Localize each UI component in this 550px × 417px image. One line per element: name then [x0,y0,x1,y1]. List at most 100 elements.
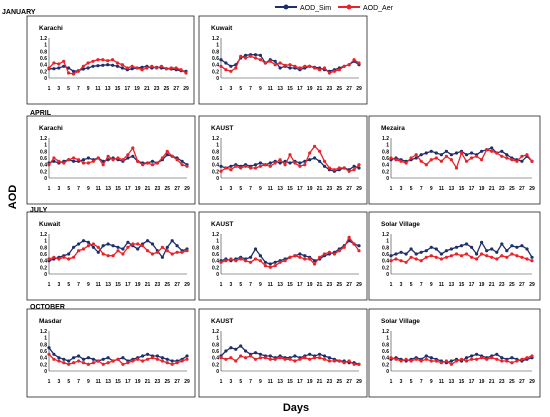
data-point-aod-sim [91,64,95,68]
x-tick-label: 15 [459,186,465,192]
data-point-aod-aer [131,146,135,150]
data-point-aod-aer [263,61,267,65]
x-tick-label: 21 [489,379,495,385]
x-tick-label: 7 [77,186,80,192]
data-point-aod-sim [500,242,504,246]
data-point-aod-sim [394,252,398,256]
data-point-aod-aer [459,357,464,361]
data-point-aod-sim [146,239,150,243]
data-point-aod-sim [327,356,331,360]
data-point-aod-aer [121,252,125,256]
data-point-aod-aer [91,159,95,163]
data-point-aod-aer [327,359,331,363]
x-tick-label: 23 [499,379,505,385]
data-point-aod-aer [131,359,135,363]
data-point-aod-sim [67,252,71,256]
panel-title: Masdar [39,318,62,325]
data-point-aod-aer [258,164,262,168]
data-point-aod-sim [313,259,317,263]
data-point-aod-aer [480,158,484,162]
data-point-aod-aer [253,357,258,361]
data-point-aod-sim [81,67,85,71]
data-point-aod-aer [332,168,336,172]
data-point-aod-aer [419,259,423,263]
x-tick-label: 3 [400,186,403,192]
legend-sim-marker [283,4,289,10]
data-point-aod-aer [278,260,282,264]
data-point-aod-sim [434,247,438,251]
data-point-aod-aer [101,362,105,366]
y-tick-label: 1 [216,336,219,342]
x-tick-label: 5 [67,379,70,385]
data-point-aod-aer [136,242,140,246]
data-point-aod-aer [121,362,125,366]
x-tick-label: 3 [57,86,60,92]
y-tick-label: 1.2 [212,232,219,238]
y-tick-label: 0.8 [40,49,47,55]
data-point-aod-sim [500,356,504,360]
y-tick-label: 1 [44,143,47,149]
data-point-aod-aer [126,245,130,249]
data-point-aod-aer [394,257,398,261]
x-tick-label: 7 [77,379,80,385]
x-tick-label: 3 [229,186,232,192]
data-point-aod-aer [52,156,56,160]
data-point-aod-sim [490,247,494,251]
data-point-aod-aer [234,164,238,168]
data-point-aod-sim [424,151,428,155]
data-point-aod-aer [106,59,110,63]
data-point-aod-sim [91,357,95,361]
x-tick-label: 3 [57,186,60,192]
data-point-aod-sim [510,356,514,360]
data-point-aod-sim [253,163,258,167]
data-point-aod-sim [86,66,90,70]
data-point-aod-sim [126,156,130,160]
y-tick-label: 1 [386,239,389,245]
x-tick-label: 23 [155,282,161,288]
data-point-aod-aer [244,356,248,360]
data-point-aod-aer [146,249,150,253]
x-tick-label: 19 [135,379,141,385]
data-point-aod-sim [258,254,262,258]
data-point-aod-aer [96,156,100,160]
x-tick-label: 5 [410,186,413,192]
data-point-aod-aer [515,359,519,363]
x-tick-label: 19 [479,379,485,385]
data-point-aod-aer [67,158,71,162]
y-tick-label: 0 [216,176,219,182]
y-axis-title: AOD [7,185,19,210]
data-point-aod-aer [62,255,66,259]
data-point-aod-aer [96,359,100,363]
data-point-aod-aer [116,357,120,361]
y-tick-label: 0.2 [382,265,389,271]
data-point-aod-aer [130,64,134,68]
data-point-aod-aer [229,356,233,360]
data-point-aod-aer [263,163,267,167]
data-point-aod-aer [170,252,174,256]
data-point-aod-sim [249,255,253,259]
section-label-january: JANUARY [2,9,36,16]
data-point-aod-sim [146,352,150,356]
data-point-aod-sim [52,352,56,356]
data-point-aod-aer [185,249,189,253]
y-tick-label: 1.2 [212,136,219,142]
x-tick-label: 21 [145,282,151,288]
y-tick-label: 1.2 [382,232,389,238]
data-point-aod-aer [253,56,258,60]
x-tick-label: 11 [96,379,102,385]
x-tick-label: 13 [277,379,283,385]
data-point-aod-aer [146,161,150,165]
y-tick-label: 0.2 [40,362,47,368]
data-point-aod-aer [249,54,253,58]
x-tick-label: 19 [307,186,313,192]
x-tick-label: 25 [164,86,170,92]
x-tick-label: 9 [87,379,90,385]
data-point-aod-aer [136,357,140,361]
x-tick-label: 23 [155,379,161,385]
data-point-aod-aer [399,359,403,363]
data-point-aod-sim [308,352,312,356]
data-point-aod-sim [470,245,474,249]
data-point-aod-aer [219,169,223,173]
data-point-aod-aer [283,63,287,67]
